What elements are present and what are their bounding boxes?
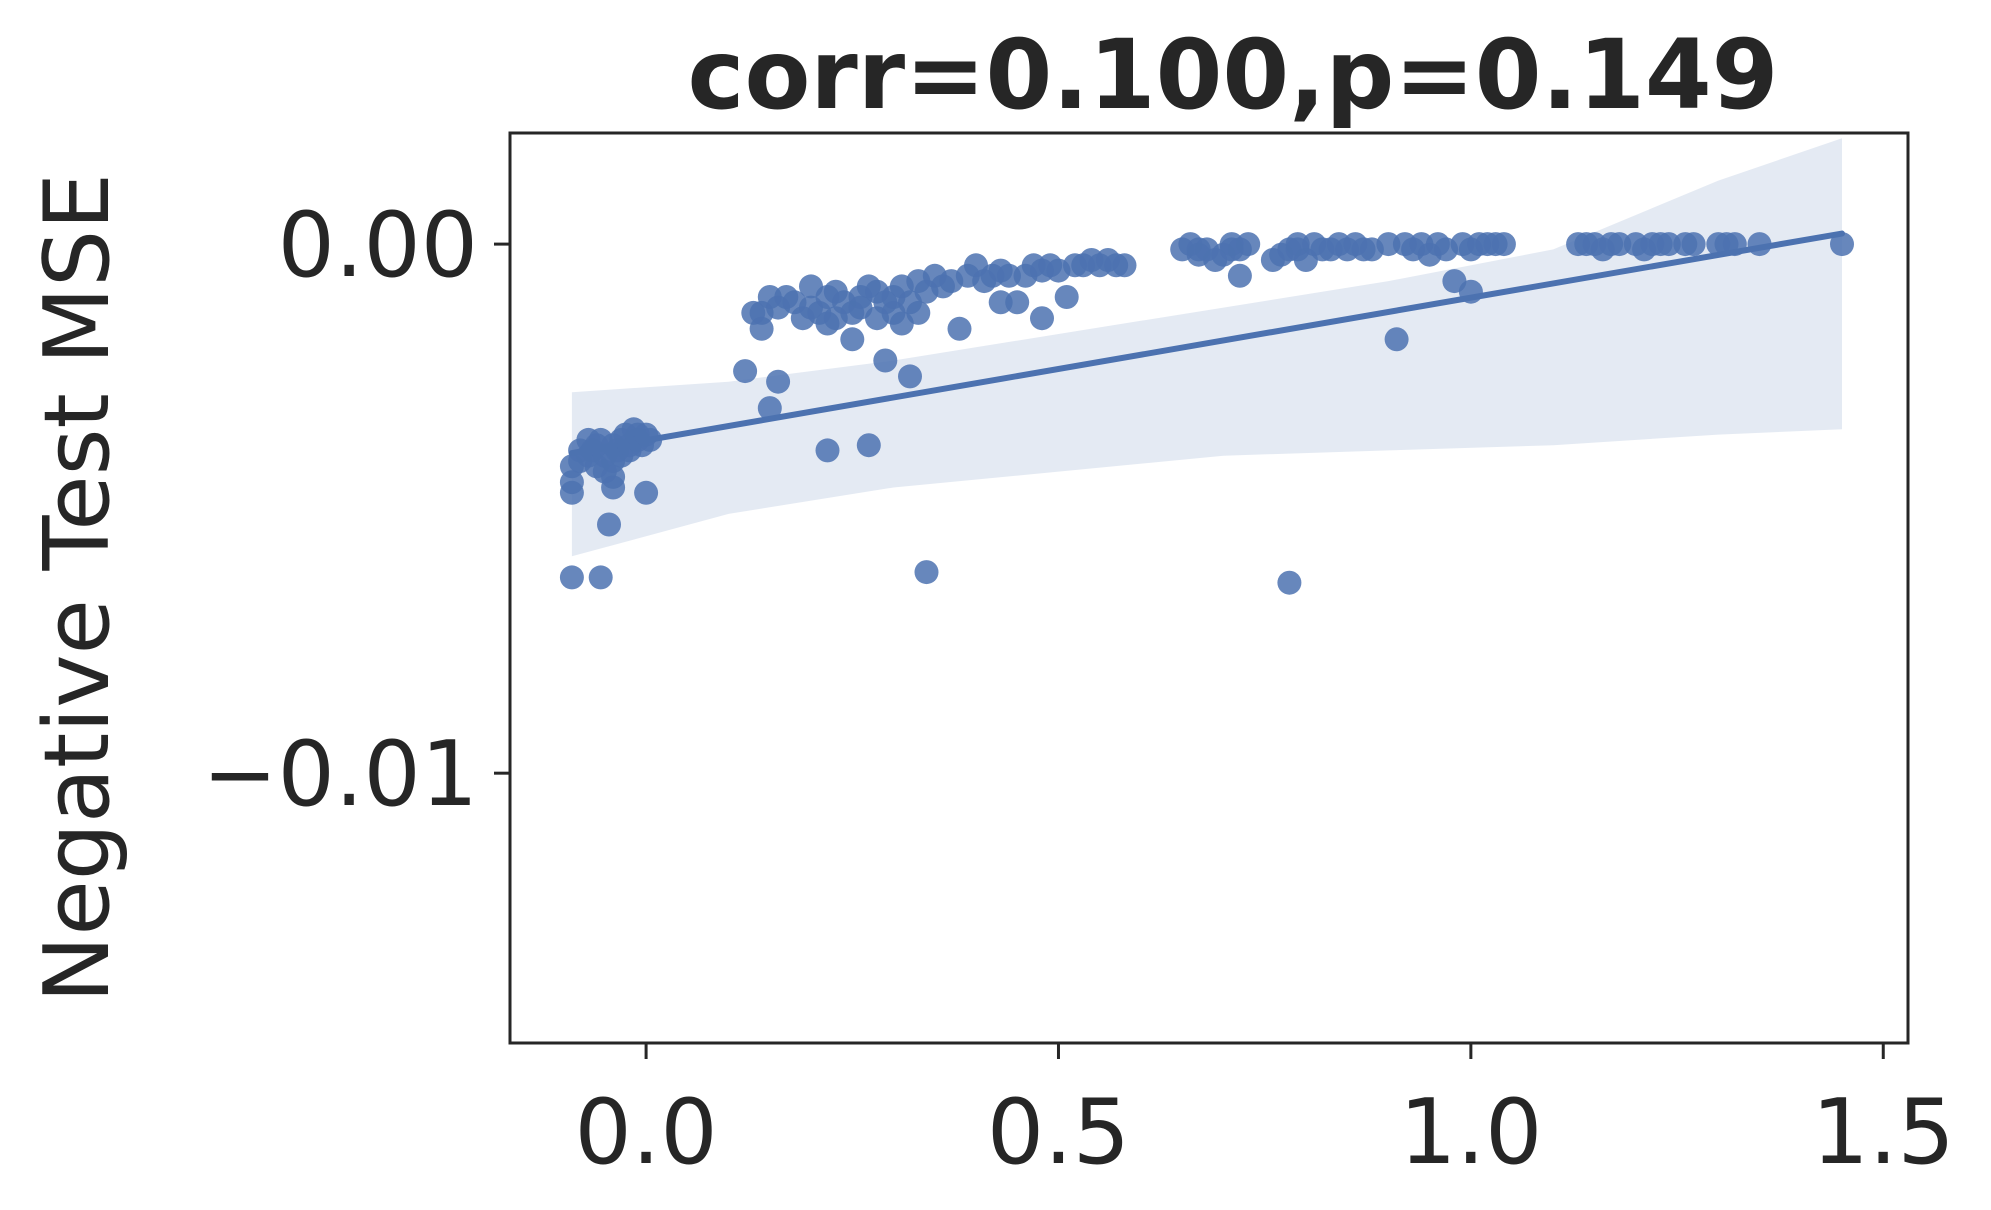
scatter-point — [757, 396, 782, 421]
scatter-point — [559, 480, 584, 505]
scatter-point — [1112, 253, 1137, 278]
scatter-point — [1227, 263, 1252, 288]
scatter-point — [601, 475, 626, 500]
plot-frame — [508, 131, 1910, 1045]
x-tick-label: 0.0 — [575, 1080, 718, 1185]
scatter-point — [1491, 232, 1516, 257]
scatter-point — [1236, 232, 1261, 257]
regression-line-layer — [568, 230, 1846, 457]
scatter-point — [1054, 285, 1079, 309]
scatter-point — [638, 427, 663, 452]
scatter-point — [733, 359, 758, 384]
x-axis-ticks: 0.0 0.5 1.0 1.5 — [575, 1043, 1955, 1185]
scatter-point — [1656, 232, 1681, 257]
y-tick-label: −0.01 — [202, 722, 478, 827]
y-axis-label: Negative Test MSE — [25, 173, 130, 1003]
scatter-point — [597, 512, 621, 537]
scatter-point — [1722, 232, 1747, 257]
scatter-point — [898, 364, 922, 389]
scatter-point — [840, 327, 865, 352]
scatter-point — [1458, 279, 1483, 304]
scatter-point — [1005, 290, 1030, 315]
scatter-point — [588, 565, 613, 590]
scatter-point — [1830, 232, 1854, 257]
scatter-point — [1607, 232, 1632, 257]
scatter-point — [749, 316, 774, 341]
scatter-point — [1747, 232, 1772, 257]
scatter-point — [1681, 232, 1706, 257]
scatter-point — [906, 300, 931, 325]
scatter-point — [997, 263, 1021, 288]
scatter-point — [1030, 306, 1054, 331]
confidence-band — [571, 138, 1842, 557]
chart-title: corr=0.100,p=0.149 — [688, 19, 1779, 131]
scatter-point — [634, 480, 659, 505]
scatter-point — [856, 433, 881, 458]
y-axis-ticks: 0.00 −0.01 — [202, 193, 510, 827]
scatter-point — [914, 560, 939, 585]
x-tick-label: 1.5 — [1812, 1080, 1955, 1185]
y-tick-label: 0.00 — [278, 193, 478, 298]
regression-line — [568, 230, 1846, 457]
scatter-point — [1384, 327, 1409, 352]
scatter-point — [988, 290, 1013, 315]
x-tick-label: 0.5 — [987, 1080, 1130, 1185]
scatter-point — [766, 369, 791, 394]
scatter-points-layer — [559, 232, 1854, 595]
scatter-point — [815, 438, 840, 463]
scatter-point — [1376, 232, 1401, 257]
scatter-point — [873, 348, 898, 373]
scatter-point — [1277, 570, 1302, 595]
scatter-point — [947, 316, 972, 341]
scatter-point — [559, 565, 584, 590]
confidence-band-layer — [571, 138, 1842, 557]
x-tick-label: 1.0 — [1399, 1080, 1542, 1185]
